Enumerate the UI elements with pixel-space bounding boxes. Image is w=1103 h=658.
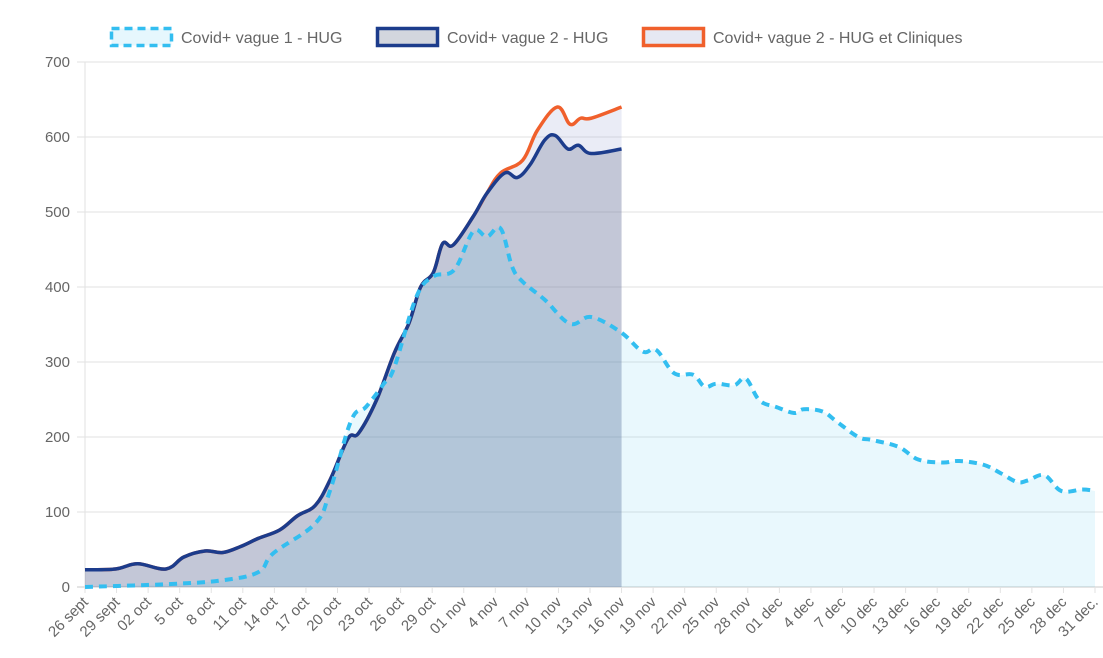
- x-tick-label: 5 oct: [151, 593, 187, 629]
- legend-swatch: [109, 26, 174, 48]
- y-tick-label: 200: [45, 429, 70, 446]
- y-axis: 0 100 200 300 400 500 600 700: [45, 54, 70, 596]
- legend[interactable]: Covid+ vague 1 - HUG Covid+ vague 2 - HUG…: [109, 26, 963, 48]
- legend-label: Covid+ vague 1 - HUG: [181, 30, 342, 47]
- legend-item-1[interactable]: Covid+ vague 2 - HUG: [375, 26, 609, 48]
- y-tick-label: 0: [62, 579, 70, 596]
- x-tick-label: 17 oct: [272, 593, 314, 635]
- x-tick-label: 23 oct: [335, 593, 377, 635]
- legend-label: Covid+ vague 2 - HUG et Cliniques: [713, 30, 962, 47]
- series-fill-2: [85, 106, 622, 587]
- x-tick-label: 4 nov: [464, 593, 502, 631]
- x-tick-label: 20 oct: [303, 593, 345, 635]
- series-line-1: [84, 133, 622, 572]
- series-fills: [85, 106, 1095, 588]
- legend-item-0[interactable]: Covid+ vague 1 - HUG: [109, 26, 343, 48]
- legend-label: Covid+ vague 2 - HUG: [447, 30, 608, 47]
- x-tick-label: 14 oct: [240, 593, 282, 635]
- y-tick-label: 400: [45, 279, 70, 296]
- x-tick-label: 4 dec: [780, 593, 818, 631]
- series-lines: [84, 105, 1096, 589]
- x-tick-label: 01 nov: [427, 593, 471, 637]
- y-tick-label: 100: [45, 504, 70, 521]
- series-fill-1: [85, 134, 622, 587]
- series-fill-0: [85, 227, 1095, 588]
- x-tick-label: 02 oct: [114, 593, 156, 635]
- y-tick-label: 700: [45, 54, 70, 71]
- x-tick-label: 01 dec: [742, 593, 786, 637]
- legend-swatch: [375, 26, 440, 48]
- legend-swatch: [641, 26, 706, 48]
- series-line-0: [84, 225, 1096, 589]
- y-tick-label: 500: [45, 204, 70, 221]
- y-tick-label: 600: [45, 129, 70, 146]
- y-tick-label: 300: [45, 354, 70, 371]
- legend-item-2[interactable]: Covid+ vague 2 - HUG et Cliniques: [641, 26, 963, 48]
- x-tick-label: 26 oct: [367, 593, 409, 635]
- grid: [77, 61, 1103, 593]
